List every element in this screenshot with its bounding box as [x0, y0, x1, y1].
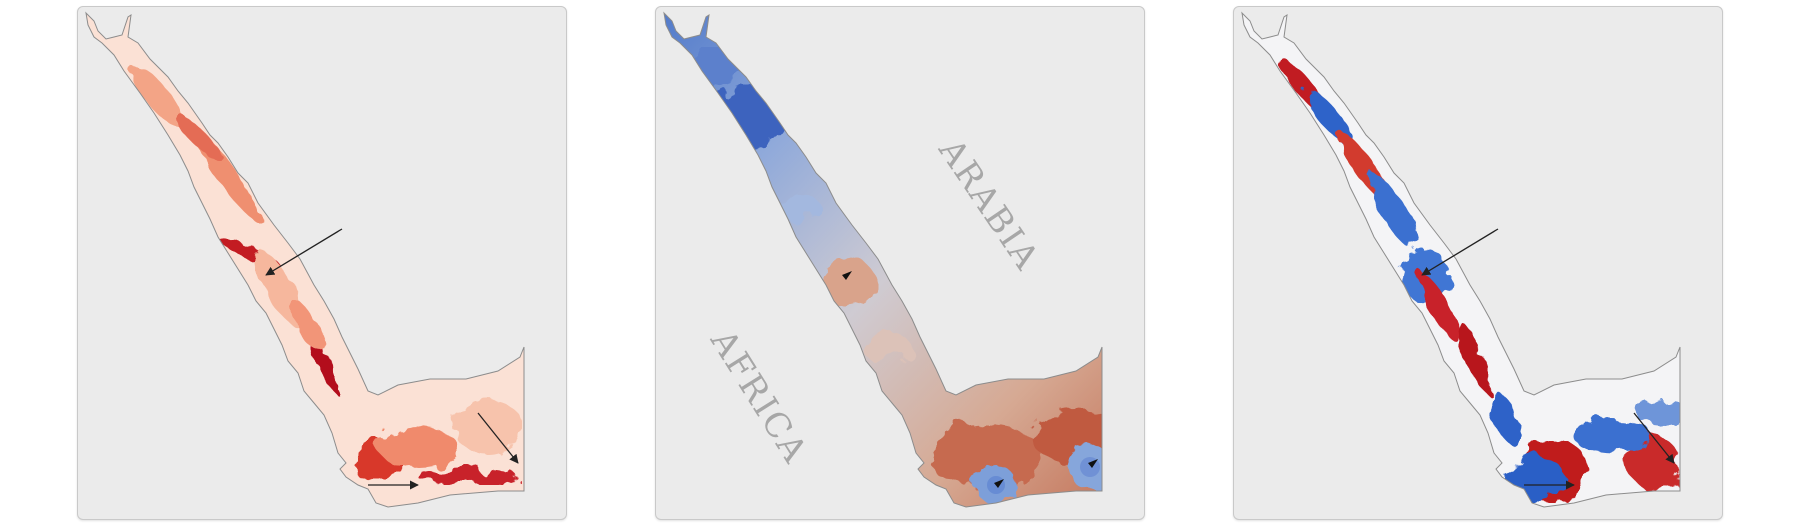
eddy-marker-2 — [994, 479, 1004, 488]
eddy-marker-3 — [1088, 459, 1098, 468]
flow-arrow-2 — [477, 412, 519, 464]
map-panel-temperature: ARABIA AFRICA — [655, 6, 1145, 520]
flow-arrow-1 — [265, 228, 343, 276]
flow-arrow-1 — [1421, 228, 1499, 276]
eddy-marker-1 — [842, 271, 852, 280]
sea-field-map — [85, 12, 525, 508]
map-panel-vorticity — [1233, 6, 1723, 520]
sea-vorticity-map — [1241, 12, 1681, 508]
sea-temperature-map — [663, 12, 1103, 508]
map-panel-vorticity-magnitude — [77, 6, 567, 520]
flow-arrow-2 — [1633, 412, 1675, 464]
